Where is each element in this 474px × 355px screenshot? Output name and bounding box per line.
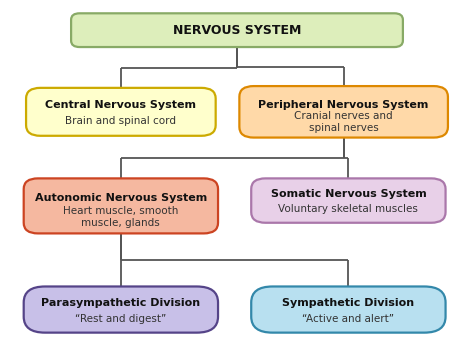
Text: Voluntary skeletal muscles: Voluntary skeletal muscles [278,204,419,214]
Text: Peripheral Nervous System: Peripheral Nervous System [258,100,429,110]
FancyBboxPatch shape [251,286,446,333]
Text: Parasympathetic Division: Parasympathetic Division [41,298,201,308]
FancyBboxPatch shape [24,286,218,333]
Text: Heart muscle, smooth
muscle, glands: Heart muscle, smooth muscle, glands [63,206,179,228]
Text: Central Nervous System: Central Nervous System [46,100,196,110]
Text: “Active and alert”: “Active and alert” [302,314,394,324]
Text: Brain and spinal cord: Brain and spinal cord [65,116,176,126]
Text: Somatic Nervous System: Somatic Nervous System [271,189,426,200]
FancyBboxPatch shape [251,178,446,223]
FancyBboxPatch shape [24,178,218,234]
Text: “Rest and digest”: “Rest and digest” [75,314,166,324]
FancyBboxPatch shape [239,86,448,137]
Text: Sympathetic Division: Sympathetic Division [283,298,414,308]
Text: Autonomic Nervous System: Autonomic Nervous System [35,193,207,203]
Text: Cranial nerves and
spinal nerves: Cranial nerves and spinal nerves [294,111,393,133]
FancyBboxPatch shape [26,88,216,136]
FancyBboxPatch shape [71,13,403,47]
Text: NERVOUS SYSTEM: NERVOUS SYSTEM [173,24,301,37]
